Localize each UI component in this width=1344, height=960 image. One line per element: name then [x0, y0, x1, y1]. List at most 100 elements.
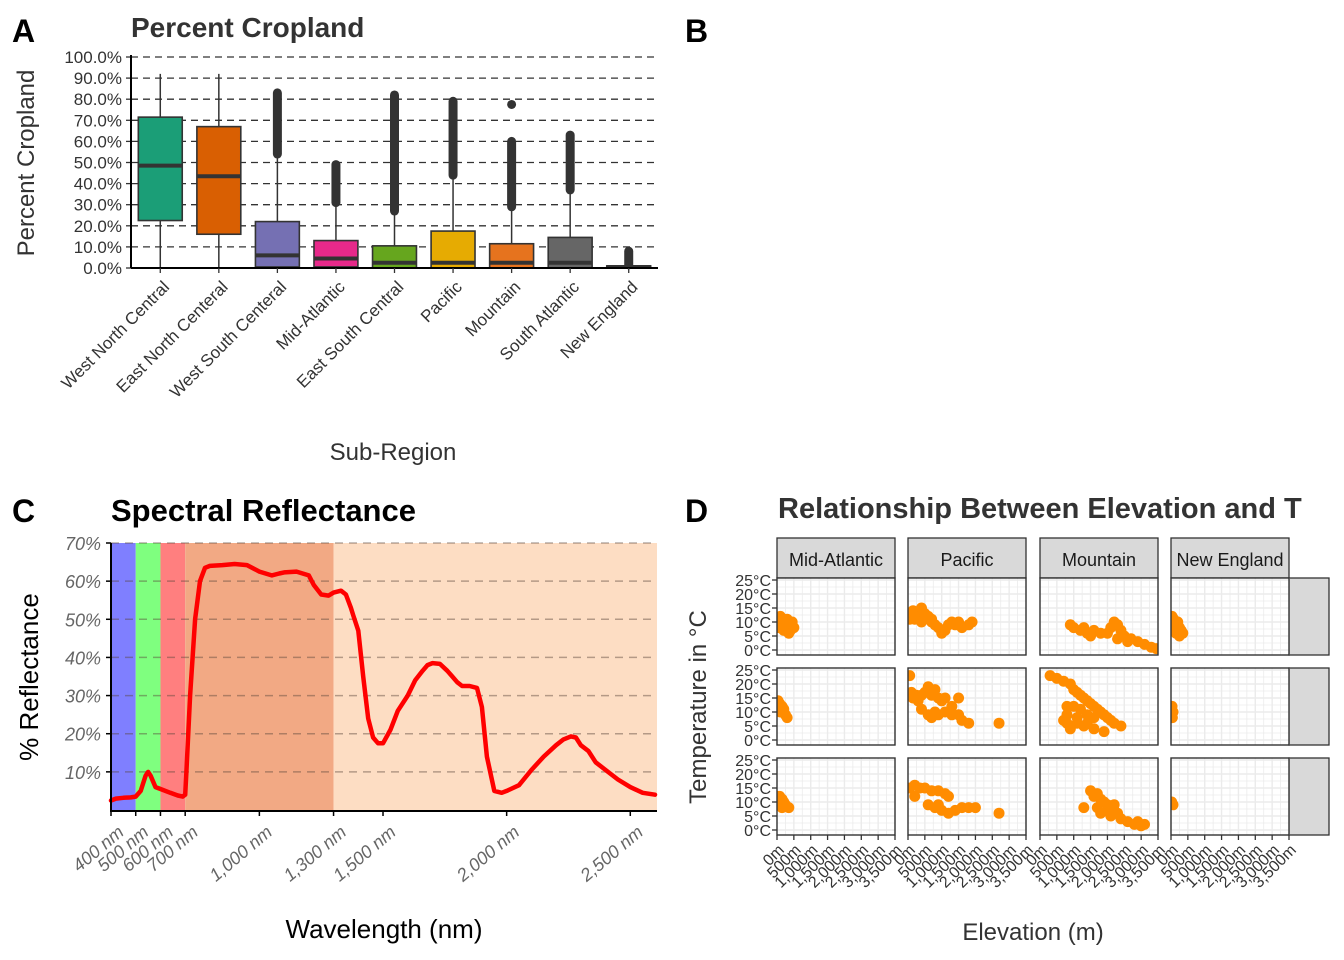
d-row-strip: [1288, 577, 1330, 656]
x-axis-label-d: Elevation (m): [962, 919, 1103, 946]
d-y-tick-label: 25°C: [735, 753, 771, 770]
d-point: [969, 802, 981, 814]
panel-letter-c: C: [12, 493, 35, 529]
c-x-tick-label: 2,500 nm: [576, 822, 647, 886]
d-point: [1091, 802, 1103, 814]
d-facet-border: [1170, 667, 1290, 746]
d-point: [909, 790, 921, 802]
d-facet-border: [1170, 577, 1290, 656]
d-col-strip-label: Pacific: [940, 550, 993, 570]
d-facet-border: [776, 577, 896, 656]
d-facet-border: [907, 667, 1027, 746]
c-y-tick-label: 40%: [65, 648, 101, 668]
d-point: [1108, 799, 1120, 811]
d-point: [1081, 717, 1093, 729]
d-y-tick-label: 15°C: [735, 691, 771, 708]
c-x-tick-label: 1,000 nm: [206, 822, 276, 886]
d-y-tick-label: 5°C: [744, 809, 771, 826]
d-y-tick-label: 10°C: [735, 705, 771, 722]
d-facet-border: [1039, 577, 1159, 656]
panel-letter-b: B: [685, 13, 708, 49]
a-y-tick-label: 10.0%: [74, 238, 122, 257]
d-facet-points: [908, 670, 1005, 729]
d-col-strip: [776, 537, 896, 579]
d-facet-border: [776, 667, 896, 746]
d-point: [963, 717, 975, 729]
a-y-tick-label: 0.0%: [83, 259, 122, 278]
d-y-tick-label: 0°C: [744, 733, 771, 750]
a-box: [313, 239, 359, 268]
chart-title-a: Percent Cropland: [131, 12, 364, 43]
d-point: [1150, 643, 1158, 655]
d-y-tick-label: 15°C: [735, 781, 771, 798]
d-facet-border: [907, 577, 1027, 656]
c-band-red: [160, 543, 186, 810]
d-point: [1172, 616, 1184, 628]
d-row-strip: [1288, 757, 1330, 836]
d-point: [942, 790, 954, 802]
d-point: [1064, 723, 1076, 735]
d-col-strip: [1039, 537, 1159, 579]
d-col-strip-label: New England: [1176, 550, 1283, 570]
d-point: [1122, 636, 1134, 648]
d-y-tick-label: 25°C: [735, 663, 771, 680]
panel-a-boxplot: Percent Cropland 0.0% 10.0% 20.0% 30.0% 40.0…: [13, 12, 658, 466]
d-y-tick-label: 5°C: [744, 719, 771, 736]
a-x-tick-label: Pacific: [417, 277, 466, 326]
a-y-tick-label: 80.0%: [74, 90, 122, 109]
d-y-tick-label: 20°C: [735, 677, 771, 694]
d-y-tick-label: 25°C: [735, 573, 771, 590]
d-facet-points: [1171, 700, 1179, 724]
c-reflectance-line: [108, 561, 658, 803]
c-y-tick-label: 20%: [64, 725, 101, 745]
d-point: [929, 684, 941, 696]
d-point: [777, 622, 785, 634]
a-outlier-point: [507, 99, 517, 109]
d-point: [966, 616, 978, 628]
c-y-tick-label: 30%: [65, 687, 101, 707]
d-col-strip-label: Mountain: [1062, 550, 1136, 570]
d-row-strip: [1288, 667, 1330, 746]
a-boxes: [137, 73, 652, 270]
d-point: [932, 799, 944, 811]
d-y-tick-label: 20°C: [735, 767, 771, 784]
d-facet-border: [1039, 757, 1159, 836]
a-y-tick-label: 20.0%: [74, 217, 122, 236]
d-point: [1061, 709, 1073, 721]
d-y-tick-label: 0°C: [744, 643, 771, 660]
panel-letter-a: A: [12, 13, 35, 49]
c-y-tick-label: 50%: [65, 610, 101, 630]
d-point: [909, 613, 921, 625]
d-point: [1078, 802, 1090, 814]
d-y-tick-label: 5°C: [744, 629, 771, 646]
d-facet-points: [1044, 670, 1127, 738]
d-point: [1171, 799, 1179, 811]
d-point: [781, 613, 793, 625]
a-y-tick-label: 90.0%: [74, 69, 122, 88]
a-y-tick-label: 30.0%: [74, 196, 122, 215]
d-point: [939, 692, 951, 704]
d-point: [908, 670, 916, 682]
d-point: [1071, 712, 1083, 724]
d-point: [777, 799, 786, 811]
d-col-strip: [1170, 537, 1290, 579]
d-facet-points: [908, 602, 978, 639]
d-facet-points: [777, 790, 795, 814]
d-point: [1078, 622, 1090, 634]
d-facet-border: [776, 757, 896, 836]
a-x-tick-label: East South Central: [293, 277, 407, 391]
c-y-tick-label: 60%: [65, 572, 101, 592]
d-facet-points: [908, 779, 1005, 819]
d-facet-border: [1170, 757, 1290, 836]
d-facet-points: [1064, 616, 1158, 655]
a-x-tick-label: West North Central: [58, 277, 173, 392]
a-y-tick-label: 50.0%: [74, 154, 122, 173]
a-box: [196, 125, 242, 236]
a-box: [137, 116, 184, 222]
c-x-tick-label: 2,000 nm: [452, 822, 523, 886]
d-facet-points: [777, 695, 793, 724]
y-axis-label-a: Percent Cropland: [13, 70, 40, 257]
d-point: [1085, 630, 1097, 642]
